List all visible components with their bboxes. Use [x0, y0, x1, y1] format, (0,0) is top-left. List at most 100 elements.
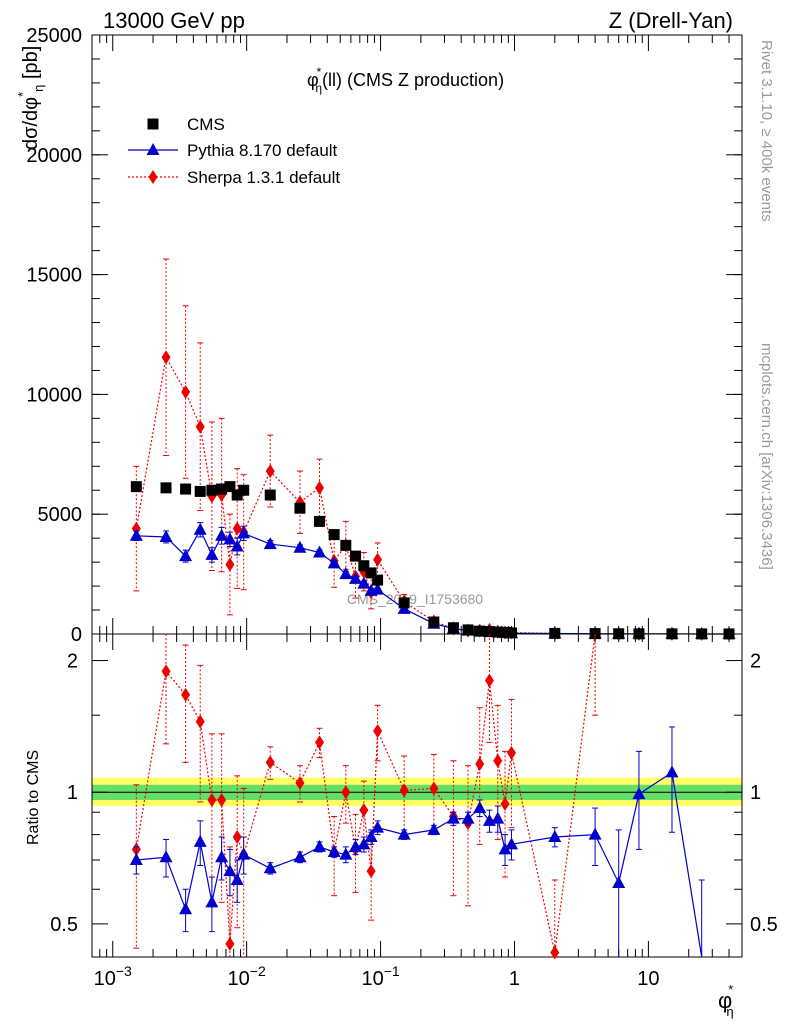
header-right: Z (Drell-Yan) [609, 8, 733, 33]
cms-data-point [194, 485, 206, 497]
ratio-y-tick-label-left: 2 [67, 651, 78, 673]
ratio-y-axis-label: Ratio to CMS [25, 750, 42, 845]
pythia-main-marker [159, 529, 173, 542]
cms-data-point [238, 484, 250, 496]
cms-data-point [474, 625, 486, 637]
pythia-main-marker [129, 528, 143, 541]
cms-data-point [294, 502, 306, 514]
pythia-ratio-marker [159, 850, 173, 863]
pythia-main-marker [179, 549, 193, 562]
cms-data-point [231, 489, 243, 501]
legend-marker [146, 143, 160, 155]
cms-data-point [264, 489, 276, 501]
pythia-ratio-marker [371, 820, 385, 833]
sherpa-ratio-marker [475, 757, 485, 772]
pythia-ratio-marker [205, 895, 219, 908]
pythia-main-marker [205, 547, 219, 560]
cms-data-point [398, 597, 410, 609]
cms-data-point [224, 481, 236, 493]
main-y-tick-label: 15000 [26, 265, 82, 287]
x-tick-label: 10−2 [228, 963, 266, 990]
sherpa-ratio-marker [195, 714, 205, 729]
cms-data-point [130, 481, 142, 493]
sherpa-ratio-marker [399, 783, 409, 798]
sherpa-main-marker [315, 480, 325, 495]
header-left: 13000 GeV pp [103, 8, 245, 33]
cms-data-point [160, 482, 172, 494]
sherpa-ratio-marker [493, 753, 503, 768]
legend-label: CMS [187, 115, 225, 134]
ratio-y-tick-label-right: 1 [750, 782, 761, 804]
x-tick-label: 10−1 [361, 963, 399, 990]
pythia-ratio-marker [446, 811, 460, 824]
sherpa-ratio-line [135, 633, 596, 953]
sherpa-ratio-marker [550, 945, 560, 960]
pythia-main-marker [349, 571, 363, 584]
pythia-ratio-marker [632, 787, 646, 800]
sherpa-ratio-marker [217, 792, 227, 807]
pythia-ratio-marker [505, 837, 519, 850]
sherpa-ratio-marker [265, 755, 275, 770]
sherpa-ratio-marker [161, 664, 171, 679]
main-panel: 0 5000 10000 15000 20000 25000 [26, 25, 743, 646]
sherpa-ratio-marker [181, 687, 191, 702]
sherpa-ratio-marker [429, 781, 439, 796]
cms-data-point [206, 484, 218, 496]
pythia-ratio-marker [612, 876, 626, 889]
legend: CMS Pythia 8.170 default Sherpa 1.3.1 defa… [128, 115, 340, 187]
main-y-tick-label: 5000 [38, 504, 83, 526]
pythia-ratio-marker [665, 765, 679, 778]
pythia-ratio-marker [193, 834, 207, 847]
cms-data-point [314, 515, 326, 527]
ratio-y-tick-label-left: 1 [67, 782, 78, 804]
pythia-ratio-marker [548, 829, 562, 842]
pythia-main-marker [313, 545, 327, 558]
pythia-ratio-marker [339, 847, 353, 860]
pythia-main-marker [237, 526, 251, 539]
cms-data-point [350, 550, 362, 562]
x-tick-label: 10−3 [94, 963, 132, 990]
pythia-ratio-marker [357, 837, 371, 850]
sherpa-main-marker [131, 521, 141, 536]
cms-data-point [462, 624, 474, 636]
sherpa-main-marker [161, 350, 171, 365]
pythia-ratio-marker [461, 811, 475, 824]
main-y-tick-label: 20000 [26, 145, 82, 167]
x-tick-label: 1 [509, 968, 520, 990]
pythia-ratio-marker [293, 850, 307, 863]
pythia-ratio-marker [327, 844, 341, 857]
pythia-ratio-marker [473, 801, 487, 814]
rivet-version-label: Rivet 3.1.10, ≥ 400k events [758, 40, 775, 222]
pythia-ratio-marker [230, 872, 244, 885]
pythia-main-marker [230, 539, 244, 552]
cms-data-point [372, 574, 384, 586]
cms-data-point [447, 622, 459, 634]
cms-data-point [358, 560, 370, 572]
pythia-ratio-marker [427, 822, 441, 835]
sherpa-ratio-marker [366, 864, 376, 879]
cms-data-point [549, 627, 561, 639]
pythia-ratio-marker [397, 827, 411, 840]
sherpa-ratio-marker [359, 803, 369, 818]
cms-data-point [216, 483, 228, 495]
sherpa-main-marker [195, 419, 205, 434]
cms-data-point [428, 616, 440, 628]
sherpa-ratio-marker [232, 829, 242, 844]
pythia-main-marker [371, 582, 385, 595]
pythia-ratio-marker [364, 829, 378, 842]
pythia-ratio-marker [313, 839, 327, 852]
sherpa-ratio-marker [484, 673, 494, 688]
x-axis-label: φ* η [718, 982, 734, 1019]
pythia-main-marker [327, 556, 341, 569]
main-y-tick-label: 10000 [26, 384, 82, 406]
cms-data-point [340, 539, 352, 551]
pythia-main-marker [223, 532, 237, 545]
cms-data-point [506, 627, 518, 639]
sherpa-main-marker [265, 464, 275, 479]
main-y-axis-label: dσ/dφ*η [pb] [15, 46, 46, 150]
cms-data-point [180, 483, 192, 495]
legend-label: Sherpa 1.3.1 default [187, 168, 340, 187]
cms-data-point [483, 626, 495, 638]
pythia-ratio-marker [129, 852, 143, 865]
